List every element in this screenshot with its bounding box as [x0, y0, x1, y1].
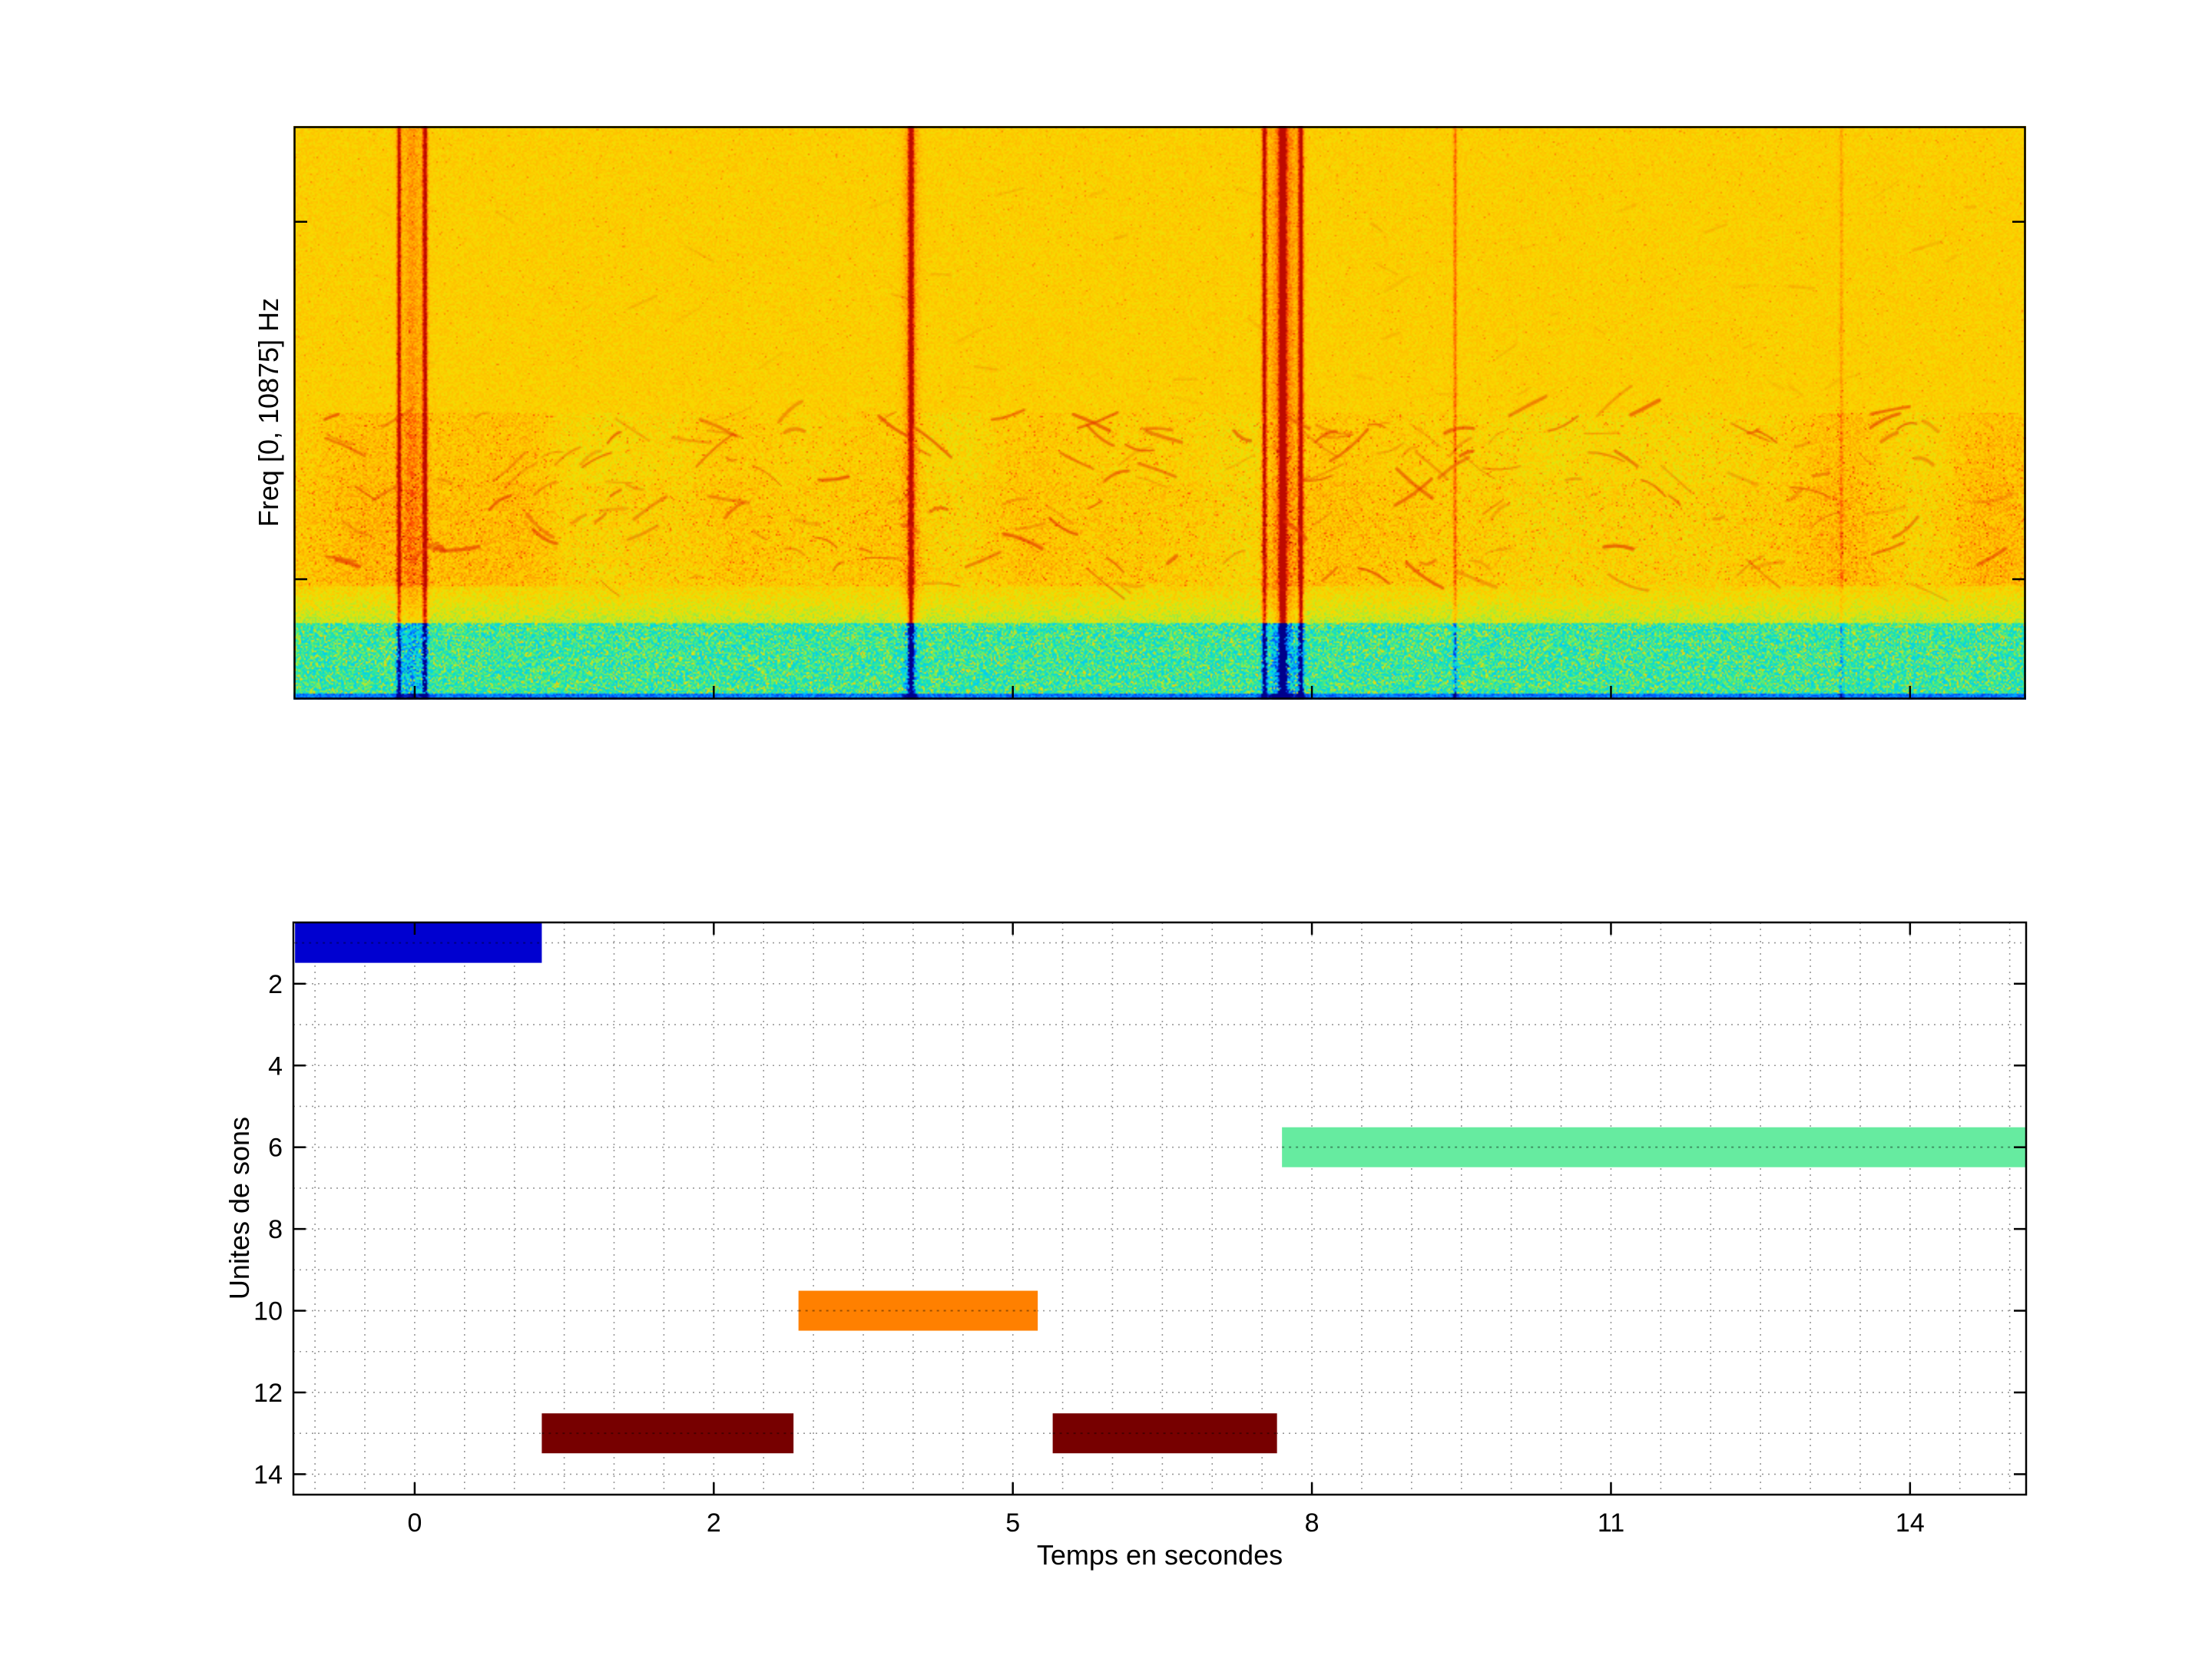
gantt-xlabel: Temps en secondes: [1036, 1539, 1283, 1571]
x-tick-label: 11: [1598, 1508, 1624, 1538]
y-tick-label: 4: [268, 1051, 283, 1081]
gantt-bar-unit-6: [1282, 1127, 2026, 1167]
y-tick-label: 14: [253, 1460, 283, 1489]
x-tick-label: 5: [1005, 1508, 1020, 1538]
spectrogram-image: [293, 126, 2026, 700]
gantt-bar-unit-13: [541, 1413, 794, 1454]
axes: 0 2 5 8 11 14 2 4 6 8 10 12 14: [253, 922, 2026, 1538]
gantt-bar-unit-13: [1052, 1413, 1277, 1454]
y-tick-label: 6: [268, 1134, 283, 1163]
gantt-border: [292, 921, 2028, 1496]
grid: [293, 922, 2026, 1495]
y-tick-label: 8: [268, 1215, 283, 1244]
units-gantt-chart: 0 2 5 8 11 14 2 4 6 8 10 12 14: [253, 921, 2028, 1538]
y-tick-label: 10: [253, 1297, 283, 1326]
bars: [295, 922, 2026, 1454]
y-tick-label: 2: [268, 970, 283, 999]
x-tick-label: 8: [1305, 1508, 1320, 1538]
y-tick-label: 12: [253, 1379, 283, 1408]
x-tick-label: 0: [407, 1508, 422, 1538]
spectrogram-frame: [293, 126, 2026, 700]
spectrogram-ylabel: Freq [0, 10875] Hz: [253, 297, 284, 528]
x-tick-label: 14: [1896, 1508, 1925, 1538]
x-tick-label: 2: [707, 1508, 721, 1538]
gantt-bar-unit-10: [798, 1290, 1038, 1331]
spectrogram-border: [293, 126, 2026, 700]
gantt-bar-unit-1: [295, 922, 542, 963]
